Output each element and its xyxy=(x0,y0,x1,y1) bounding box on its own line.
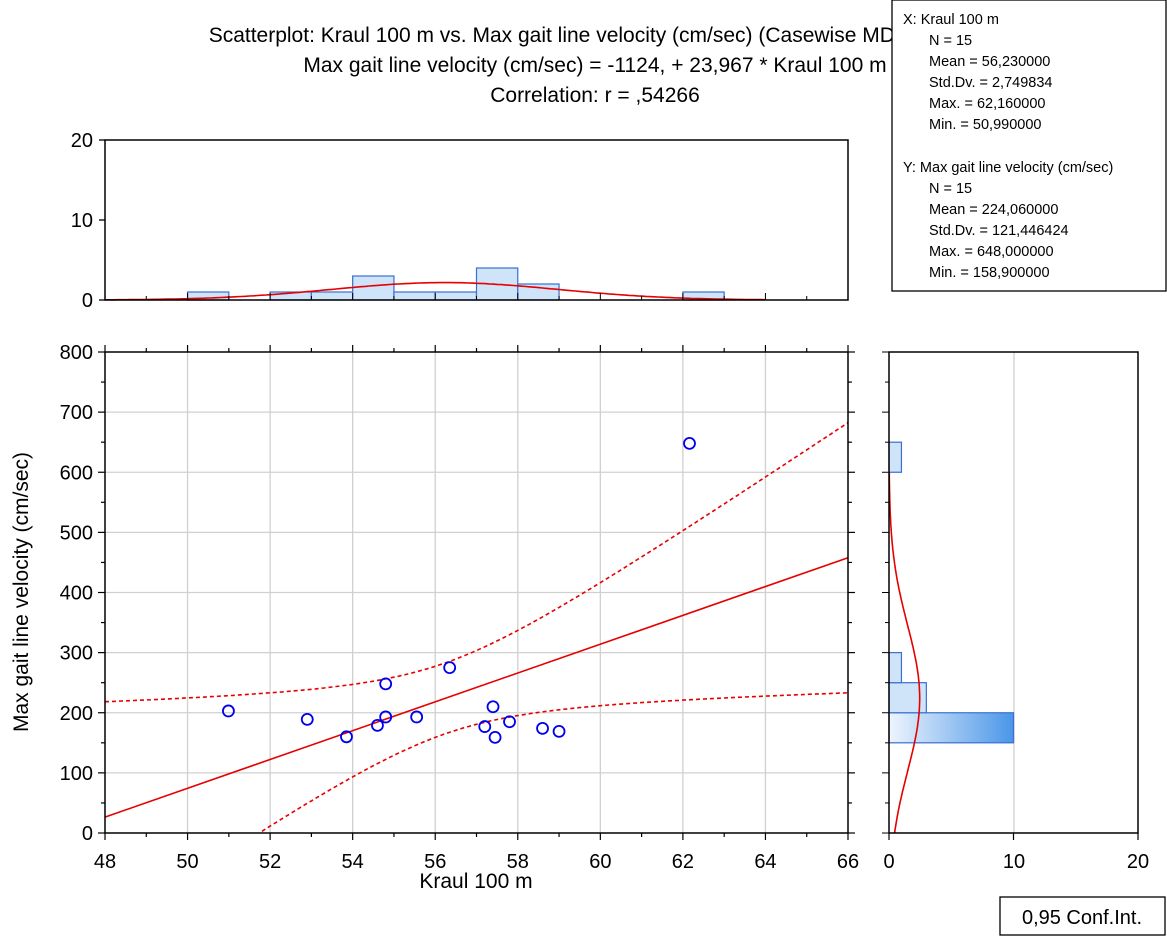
x-histogram-normal-curve xyxy=(105,281,766,301)
x-tick-label-48: 48 xyxy=(94,851,116,873)
title-line-2: Max gait line velocity (cm/sec) = -1124,… xyxy=(303,54,886,77)
stats-y-n: N = 15 xyxy=(929,181,972,197)
y-tick-label-700: 700 xyxy=(60,402,93,424)
y-histogram-bar-2 xyxy=(888,652,903,684)
regression-line xyxy=(104,556,849,818)
y-tick-label-100: 100 xyxy=(60,763,93,785)
y-histogram-tick-label-10: 10 xyxy=(1003,851,1025,873)
y-histogram-bar-0 xyxy=(888,712,1015,744)
y-tick-label-600: 600 xyxy=(60,462,93,484)
stats-y-mean: Mean = 224,060000 xyxy=(929,202,1058,218)
y-tick-label-800: 800 xyxy=(60,342,93,364)
stats-x-n: N = 15 xyxy=(929,33,972,49)
stats-x-header: X: Kraul 100 m xyxy=(903,12,999,28)
x-histogram-tick-label-20: 20 xyxy=(71,130,93,152)
y-tick-label-0: 0 xyxy=(82,823,93,845)
data-point-9 xyxy=(486,700,500,714)
data-point-3 xyxy=(371,718,384,732)
legend-label: 0,95 Conf.Int. xyxy=(1022,907,1142,929)
y-histogram-tick-label-0: 0 xyxy=(883,851,894,873)
scatter-axis-ticks xyxy=(98,293,889,840)
y-tick-label-400: 400 xyxy=(60,583,93,605)
scatter-points xyxy=(222,436,696,744)
y-histogram-normal-curve xyxy=(888,472,921,834)
y-histogram-bar-1 xyxy=(888,682,927,714)
stats-x-sd: Std.Dv. = 2,749834 xyxy=(929,75,1052,91)
y-histogram-tick-label-20: 20 xyxy=(1127,851,1149,873)
stats-x-min: Min. = 50,990000 xyxy=(929,117,1041,133)
x-tick-label-50: 50 xyxy=(176,851,198,873)
x-histogram-panel: 0 10 20 xyxy=(71,130,849,312)
stats-y-sd: Std.Dv. = 121,446424 xyxy=(929,223,1069,239)
data-point-4 xyxy=(379,677,393,691)
legend-frame xyxy=(999,896,1166,936)
x-axis-tick-labels: 48 50 52 54 56 58 60 62 64 66 xyxy=(94,851,859,873)
x-histogram-bar-5 xyxy=(434,291,478,301)
y-tick-label-300: 300 xyxy=(60,643,93,665)
data-point-11 xyxy=(503,715,516,729)
scatter-panel: 48 50 52 54 56 58 60 62 64 66 0 100 200 300 400 500 600… xyxy=(10,293,889,893)
data-point-13 xyxy=(552,724,566,738)
x-tick-label-64: 64 xyxy=(754,851,776,873)
stats-y-min: Min. = 158,900000 xyxy=(929,265,1050,281)
data-point-1 xyxy=(300,712,314,726)
y-tick-label-200: 200 xyxy=(60,703,93,725)
y-axis-label: Max gait line velocity (cm/sec) xyxy=(10,452,33,732)
confidence-band-lower xyxy=(261,692,849,832)
data-point-8 xyxy=(478,720,492,733)
chart-title: Scatterplot: Kraul 100 m vs. Max gait li… xyxy=(209,24,982,107)
y-histogram-panel: 0 10 20 xyxy=(883,351,1149,873)
y-histogram-bar-3 xyxy=(888,441,903,473)
data-point-6 xyxy=(410,710,424,724)
data-point-10 xyxy=(488,731,502,744)
y-tick-label-500: 500 xyxy=(60,522,93,544)
y-histogram-bars xyxy=(888,441,1015,744)
x-tick-label-54: 54 xyxy=(342,851,364,873)
statistics-box: X: Kraul 100 m N = 15 Mean = 56,230000 S… xyxy=(891,0,1167,292)
y-axis-tick-labels: 0 100 200 300 400 500 600 700 800 xyxy=(60,342,93,845)
x-histogram-bar-2 xyxy=(310,291,354,301)
title-line-1: Scatterplot: Kraul 100 m vs. Max gait li… xyxy=(209,24,982,47)
x-tick-label-52: 52 xyxy=(259,851,281,873)
legend: 0,95 Conf.Int. xyxy=(999,896,1166,936)
x-histogram-tick-label-0: 0 xyxy=(82,290,93,312)
data-point-12 xyxy=(536,721,549,735)
x-axis-label: Kraul 100 m xyxy=(419,870,532,893)
statistics-box-frame xyxy=(891,0,1167,292)
data-point-0 xyxy=(222,704,235,718)
stats-x-max: Max. = 62,160000 xyxy=(929,96,1046,112)
x-tick-label-60: 60 xyxy=(589,851,611,873)
stats-x-mean: Mean = 56,230000 xyxy=(929,54,1050,70)
confidence-band-upper xyxy=(104,422,849,703)
x-tick-label-56: 56 xyxy=(424,851,446,873)
data-point-5 xyxy=(379,710,393,724)
stats-y-max: Max. = 648,000000 xyxy=(929,244,1054,260)
stats-y-header: Y: Max gait line velocity (cm/sec) xyxy=(903,160,1113,176)
data-point-7 xyxy=(443,661,457,675)
y-histogram-ticks xyxy=(888,833,1139,840)
data-point-14 xyxy=(683,436,696,450)
x-histogram-tick-label-10: 10 xyxy=(71,210,93,232)
x-tick-label-66: 66 xyxy=(837,851,859,873)
x-histogram-bar-3 xyxy=(352,275,395,301)
x-tick-label-62: 62 xyxy=(672,851,694,873)
data-point-2 xyxy=(340,730,353,744)
x-tick-label-58: 58 xyxy=(507,851,529,873)
x-histogram-bar-4 xyxy=(393,291,436,301)
title-line-3: Correlation: r = ,54266 xyxy=(490,84,700,107)
scatter-grid xyxy=(105,352,848,833)
